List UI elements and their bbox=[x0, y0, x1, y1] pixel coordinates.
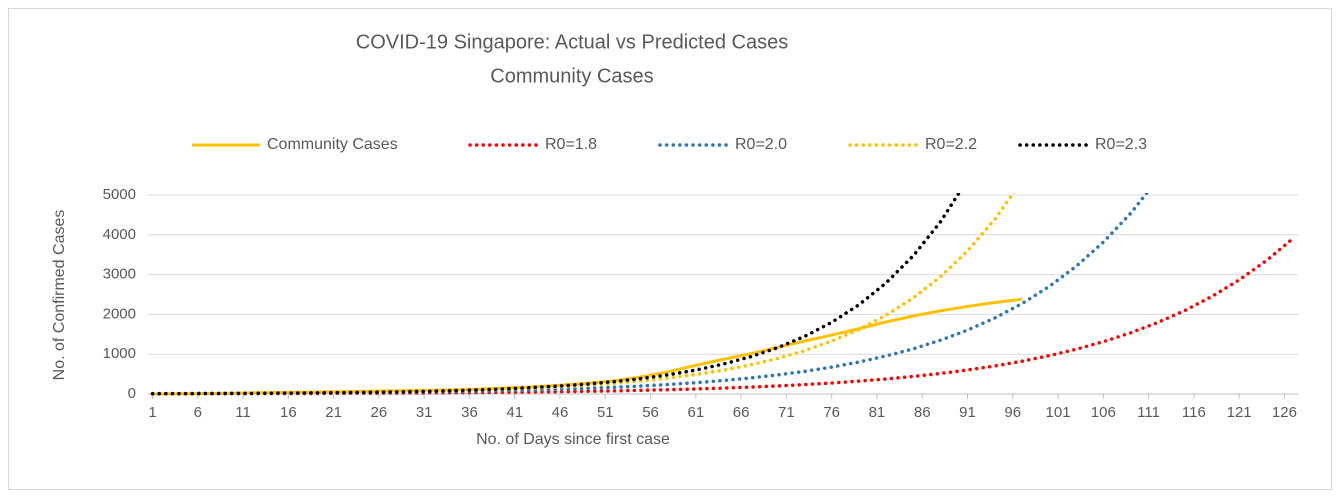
x-tick-label: 36 bbox=[461, 404, 478, 421]
plot-area bbox=[150, 193, 1296, 396]
x-tick-label: 116 bbox=[1182, 404, 1206, 421]
x-tick-label: 71 bbox=[778, 404, 795, 421]
y-tick-label: 0 bbox=[128, 385, 136, 402]
x-tick-label: 101 bbox=[1046, 404, 1071, 421]
y-tick-label: 2000 bbox=[103, 305, 136, 322]
y-axis-title: No. of Confirmed Cases bbox=[51, 210, 68, 381]
legend-label: R0=1.8 bbox=[545, 136, 597, 153]
legend-label: R0=2.0 bbox=[735, 136, 787, 153]
x-tick-label: 26 bbox=[371, 404, 388, 421]
x-tick-label: 81 bbox=[869, 404, 886, 421]
x-tick-label: 106 bbox=[1091, 404, 1116, 421]
chart-border bbox=[8, 8, 1332, 490]
x-tick-label: 16 bbox=[280, 404, 297, 421]
x-tick-label: 6 bbox=[194, 404, 202, 421]
x-tick-label: 126 bbox=[1272, 404, 1297, 421]
x-tick-label: 46 bbox=[552, 404, 569, 421]
x-tick-label: 91 bbox=[959, 404, 976, 421]
x-tick-label: 66 bbox=[733, 404, 750, 421]
chart-subtitle: Community Cases bbox=[490, 65, 653, 87]
legend-label: Community Cases bbox=[267, 136, 398, 153]
x-tick-label: 76 bbox=[823, 404, 840, 421]
x-tick-label: 21 bbox=[325, 404, 342, 421]
legend-label: R0=2.2 bbox=[925, 136, 977, 153]
x-tick-label: 31 bbox=[416, 404, 433, 421]
x-tick-label: 11 bbox=[235, 404, 251, 421]
legend-label: R0=2.3 bbox=[1095, 136, 1147, 153]
chart-title: COVID-19 Singapore: Actual vs Predicted … bbox=[356, 31, 788, 53]
x-tick-label: 96 bbox=[1004, 404, 1021, 421]
series-line bbox=[150, 193, 962, 396]
x-tick-label: 1 bbox=[148, 404, 156, 421]
y-tick-label: 3000 bbox=[103, 266, 136, 283]
x-tick-label: 121 bbox=[1227, 404, 1252, 421]
y-tick-label: 4000 bbox=[103, 226, 136, 243]
x-tick-label: 86 bbox=[914, 404, 931, 421]
series-line bbox=[150, 193, 1150, 396]
x-tick-label: 51 bbox=[597, 404, 614, 421]
y-tick-label: 1000 bbox=[103, 345, 136, 362]
x-tick-label: 56 bbox=[642, 404, 659, 421]
x-axis-title: No. of Days since first case bbox=[476, 431, 670, 448]
x-tick-label: 61 bbox=[687, 404, 704, 421]
y-tick-label: 5000 bbox=[103, 186, 136, 203]
x-tick-label: 41 bbox=[506, 404, 523, 421]
x-tick-label: 111 bbox=[1137, 404, 1160, 421]
